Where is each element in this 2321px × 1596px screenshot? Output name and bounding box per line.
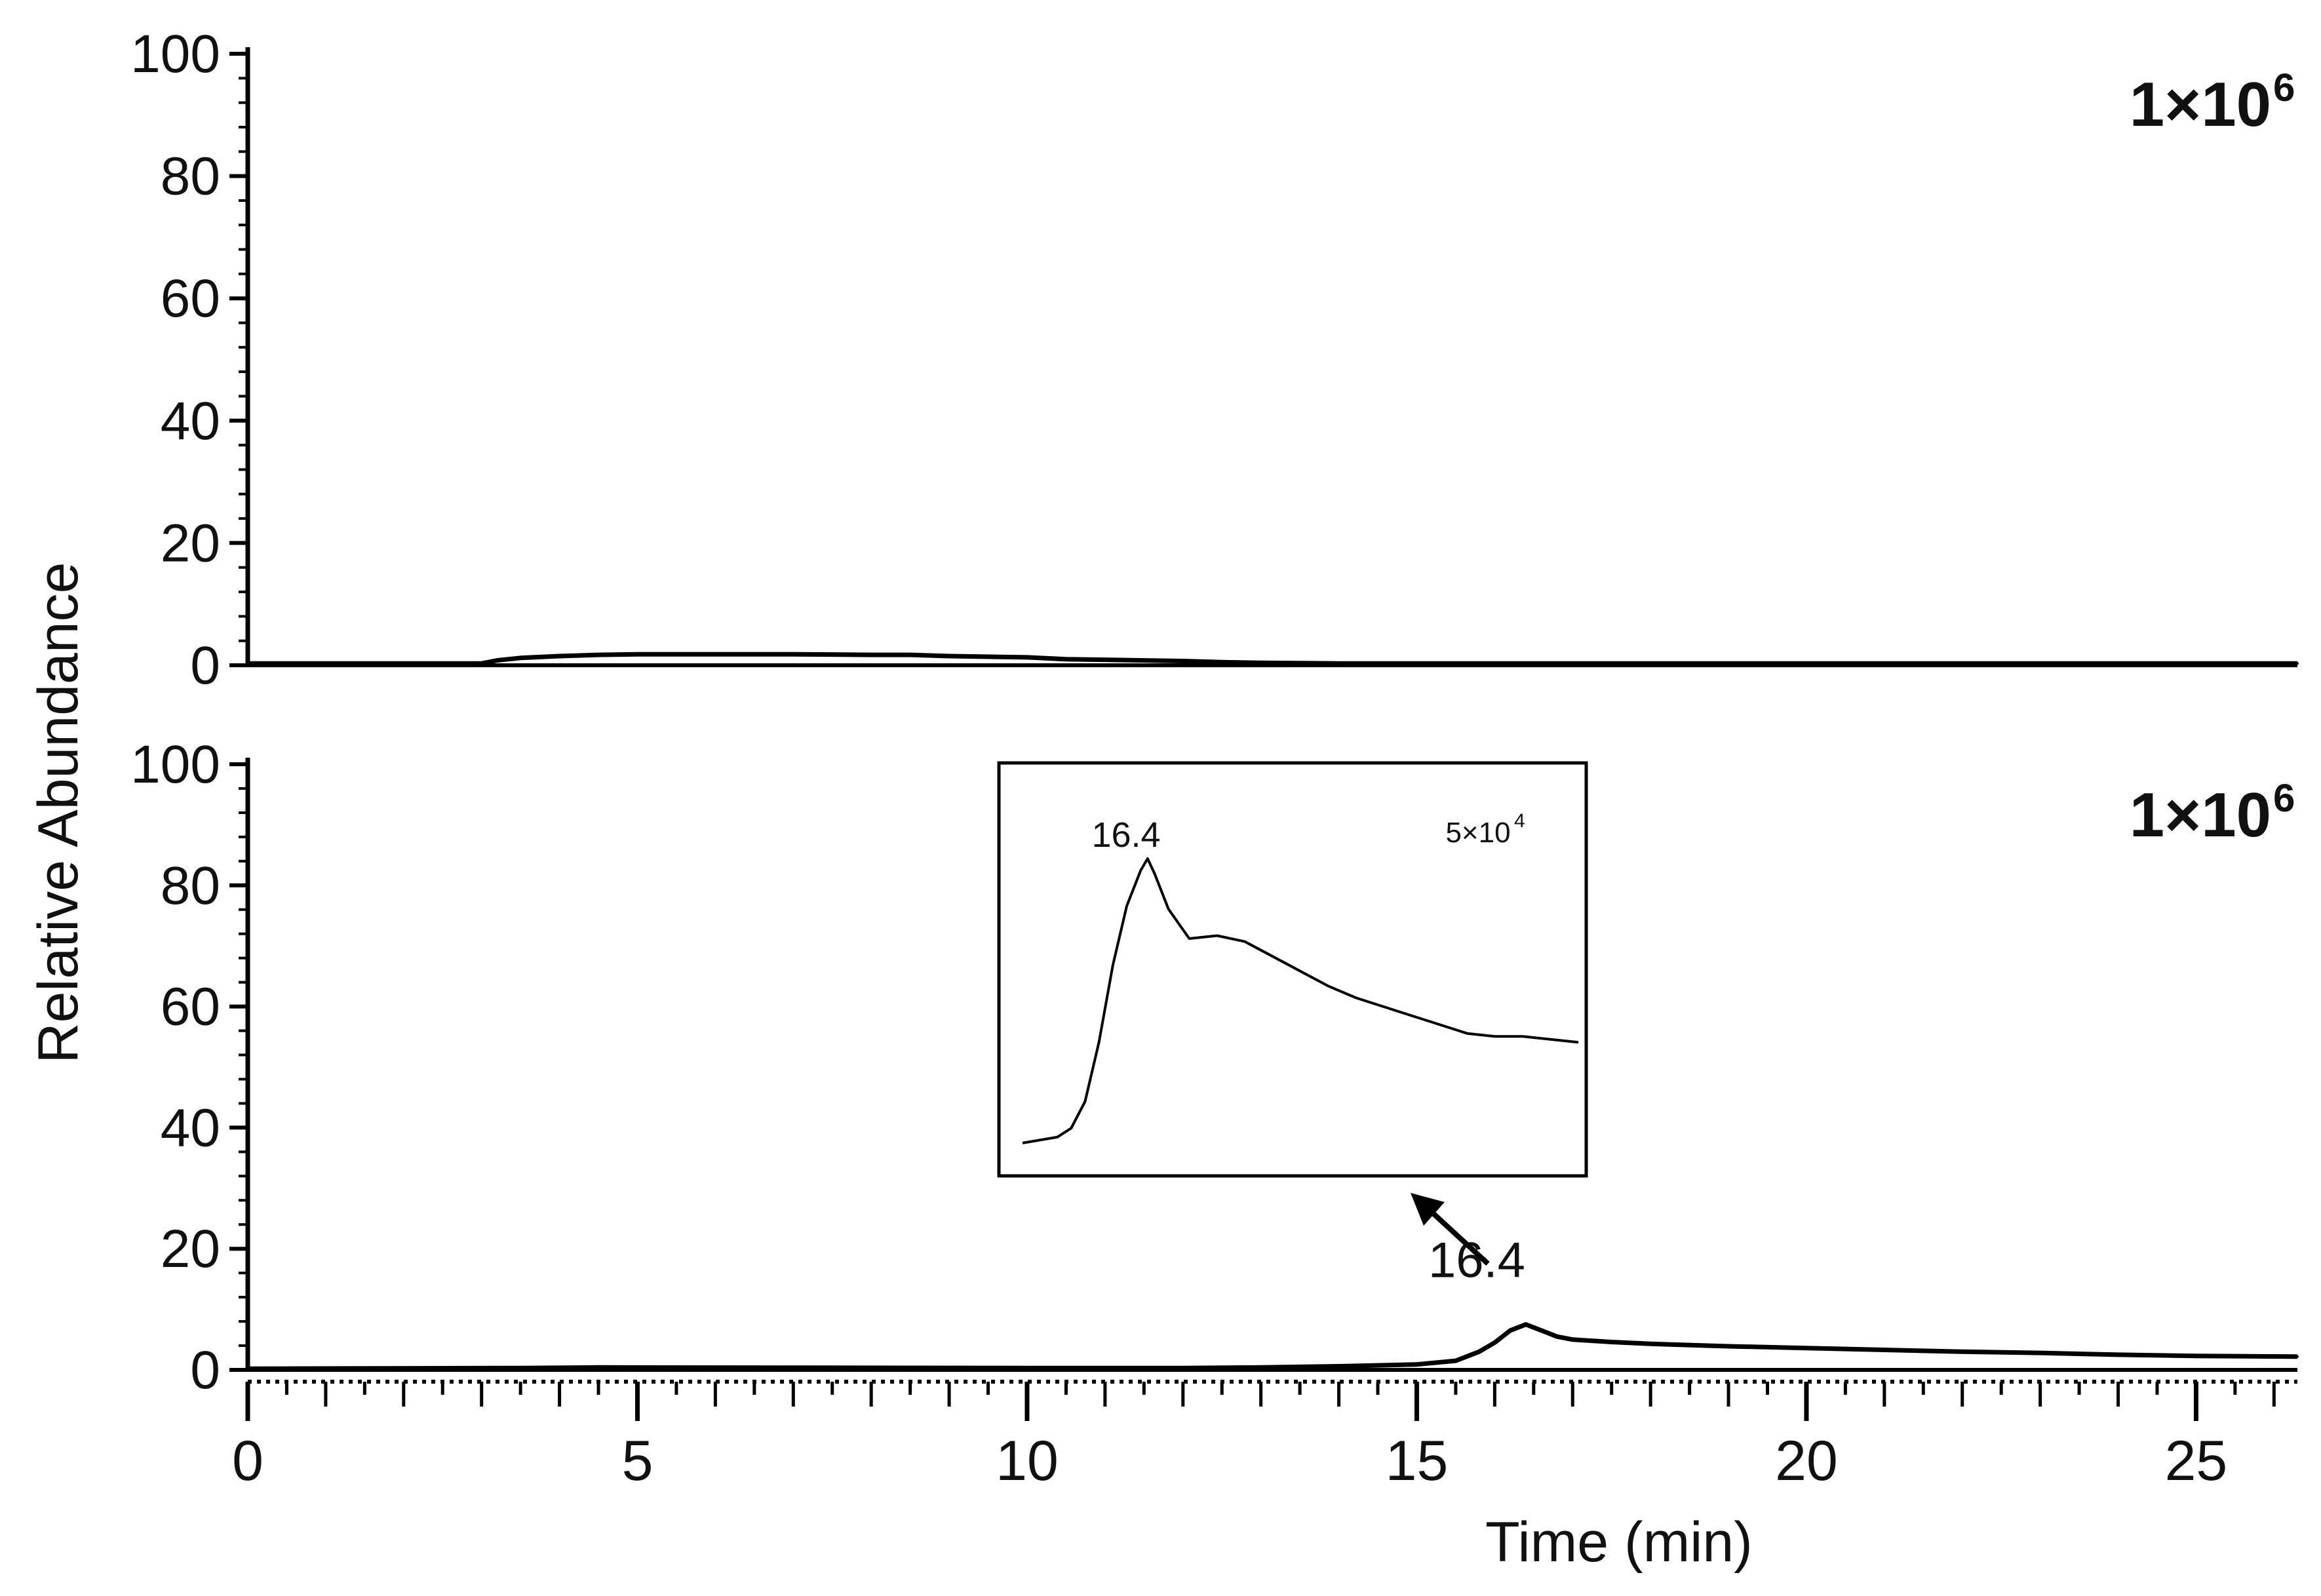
y-tick-label: 100 <box>130 735 220 794</box>
inset-peak-label: 16.4 <box>1091 815 1160 855</box>
x-tick-label: 25 <box>2165 1430 2228 1492</box>
inset-series-line <box>1022 857 1579 1144</box>
y-tick-label: 0 <box>190 1340 220 1400</box>
data-point <box>1337 662 1340 665</box>
data-point <box>1727 662 1730 665</box>
scale-label: 1×10 <box>2130 69 2271 140</box>
data-point <box>2116 1353 2120 1356</box>
data-point <box>1337 1365 1340 1368</box>
data-point <box>2194 1354 2198 1357</box>
y-axis-title: Relative Abundance <box>27 562 90 1063</box>
y-tick-label: 80 <box>161 856 220 916</box>
data-point <box>1540 1329 1543 1332</box>
data-point <box>1415 662 1418 665</box>
data-point <box>1555 1335 1559 1338</box>
data-point <box>1259 661 1262 665</box>
data-point <box>1181 1367 1184 1370</box>
data-point <box>1610 1340 1613 1344</box>
x-tick-label: 15 <box>1386 1430 1449 1492</box>
data-point <box>519 1367 522 1370</box>
data-point <box>1509 1329 1512 1332</box>
arrow-head <box>1411 1193 1445 1226</box>
data-point <box>792 653 795 656</box>
inset-scale-exponent: 4 <box>1514 810 1525 832</box>
y-tick-label: 60 <box>161 269 220 328</box>
y-tick-label: 100 <box>130 24 220 84</box>
data-point <box>1454 1359 1457 1363</box>
data-point <box>1493 662 1496 665</box>
data-point <box>1181 659 1184 663</box>
y-tick-label: 20 <box>161 1219 220 1279</box>
data-point <box>246 662 249 665</box>
data-point <box>2296 662 2299 665</box>
data-point <box>1882 1348 1886 1352</box>
data-point <box>1727 1344 1730 1348</box>
data-point <box>1025 655 1028 659</box>
data-point <box>1064 657 1068 661</box>
data-point <box>1649 662 1652 665</box>
data-point <box>714 653 717 656</box>
data-point <box>597 653 600 657</box>
data-point <box>1571 1338 1574 1341</box>
data-point <box>246 1367 249 1371</box>
data-point <box>519 656 522 659</box>
series-line <box>248 652 2297 666</box>
y-tick-label: 20 <box>161 513 220 573</box>
data-point <box>1649 1342 1652 1346</box>
data-point <box>908 653 912 657</box>
data-point <box>1477 1350 1481 1353</box>
scale-label-exponent: 6 <box>2273 66 2295 109</box>
y-tick-label: 40 <box>161 391 220 451</box>
x-tick-label: 0 <box>232 1430 263 1492</box>
peak-annotation: 16.4 <box>1428 1233 1525 1289</box>
y-tick-label: 0 <box>190 636 220 695</box>
x-axis-title: Time (min) <box>1485 1511 1753 1574</box>
data-point <box>2296 1355 2299 1358</box>
y-tick-label: 40 <box>161 1098 220 1158</box>
data-point <box>1415 1363 1418 1366</box>
x-tick-label: 20 <box>1775 1430 1838 1492</box>
data-point <box>1960 1350 1964 1353</box>
chromatogram-panel-1: 100 80 60 40 20 0 1×10 6 <box>130 24 2299 695</box>
data-point <box>2038 1352 2042 1355</box>
data-point <box>1103 658 1106 661</box>
y-tick-label: 60 <box>161 977 220 1037</box>
arrow-shaft <box>1422 1203 1490 1266</box>
scale-label: 1×10 <box>2130 780 2271 850</box>
series-line <box>247 1322 2298 1371</box>
data-point <box>480 662 483 665</box>
data-point <box>496 659 499 662</box>
data-point <box>1259 1366 1262 1369</box>
data-point <box>2116 662 2120 665</box>
data-point <box>597 1366 600 1369</box>
data-point <box>1571 662 1574 665</box>
scale-label-exponent: 6 <box>2273 776 2295 820</box>
data-point <box>1804 662 1808 665</box>
data-point <box>558 655 561 658</box>
data-point <box>1960 662 1964 665</box>
data-point <box>636 653 639 656</box>
chromatogram-panel-2: 100 80 60 40 20 00 5 10 15 20 25 1×10 6 16.4 16.4 5×10 4 <box>130 735 2299 1492</box>
x-tick-label: 5 <box>622 1430 653 1492</box>
data-point <box>1493 1341 1496 1344</box>
data-point <box>948 655 951 658</box>
inset-scale-label: 5×10 <box>1445 817 1510 849</box>
inset-panel: 16.4 5×10 4 <box>997 761 1588 1178</box>
data-point <box>1804 1346 1808 1350</box>
inset-frame <box>997 761 1588 1178</box>
data-point <box>1524 1323 1527 1326</box>
data-point <box>870 653 873 657</box>
y-tick-label: 80 <box>161 147 220 206</box>
data-point <box>1220 661 1224 664</box>
data-point <box>1025 1367 1028 1370</box>
x-tick-label: 10 <box>996 1430 1059 1492</box>
